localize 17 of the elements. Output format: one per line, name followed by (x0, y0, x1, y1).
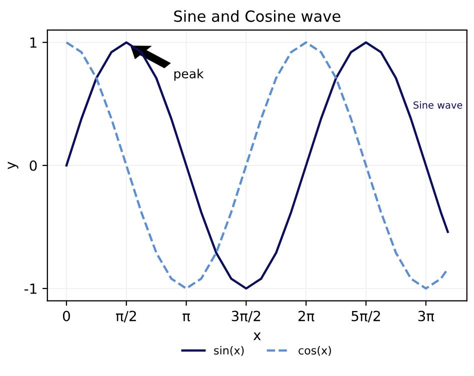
legend-label: cos(x) (298, 346, 331, 356)
chart-title: Sine and Cosine wave (174, 10, 340, 22)
x-tick-label: 3π/2 (232, 310, 260, 322)
x-axis-title: x (253, 332, 261, 340)
x-tick-label: 5π/2 (352, 310, 380, 322)
legend-label: sin(x) (214, 346, 244, 356)
x-tick-label: 3π (418, 310, 434, 322)
x-tick-label: 2π (298, 310, 314, 322)
x-tick-label: 0 (62, 310, 70, 322)
annotation: peak (174, 68, 204, 81)
y-tick-label: -1 (24, 284, 36, 294)
annotation: Sine wave (414, 101, 462, 109)
y-tick-label: 1 (30, 38, 36, 48)
x-tick-label: π/2 (116, 310, 136, 322)
y-tick-label: 0 (30, 160, 37, 171)
y-axis-title: y (8, 162, 18, 170)
x-tick-label: π (182, 313, 190, 322)
